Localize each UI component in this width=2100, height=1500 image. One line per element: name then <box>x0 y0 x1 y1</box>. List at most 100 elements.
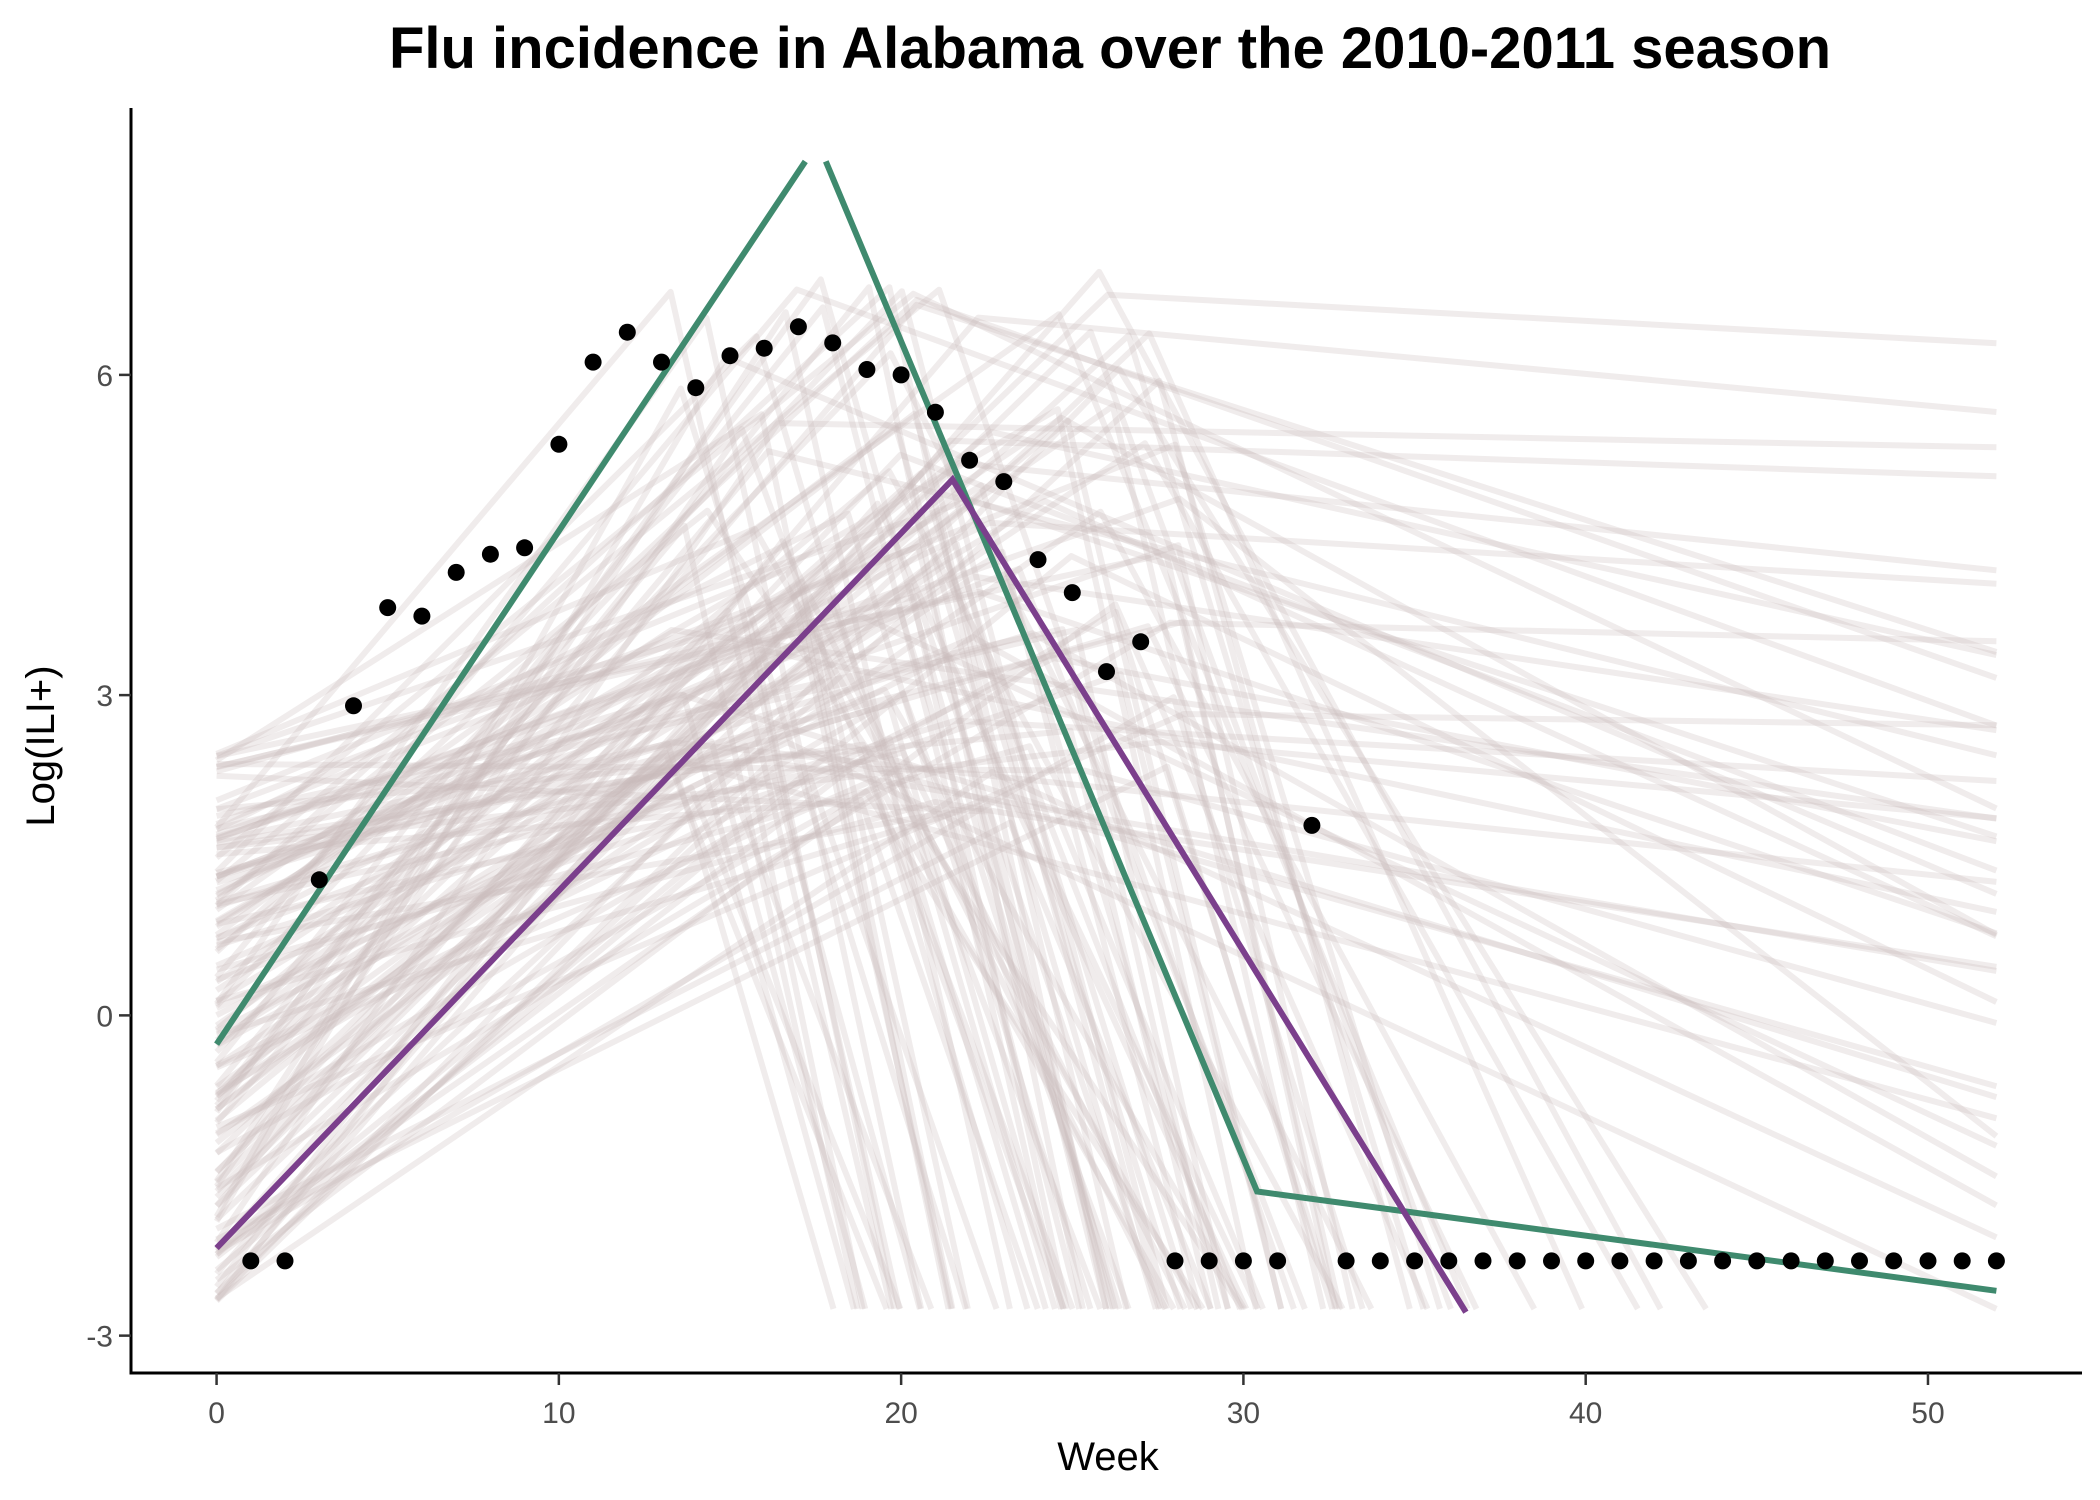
x-tick-label: 20 <box>884 1397 917 1430</box>
observed-point <box>1885 1252 1903 1270</box>
observed-point <box>1919 1252 1937 1270</box>
ensemble-line <box>214 403 1327 1310</box>
observed-point <box>1029 551 1047 569</box>
ensemble-line <box>215 619 1997 1191</box>
ensemble-line <box>215 776 1177 1311</box>
observed-point <box>550 435 568 453</box>
ensemble-line <box>214 411 952 1310</box>
observed-point <box>687 379 705 397</box>
ensemble-line <box>214 451 1998 1175</box>
observed-point <box>892 366 910 384</box>
ensemble-line <box>215 606 1123 1310</box>
chart-title: Flu incidence in Alabama over the 2010-2… <box>389 16 1831 81</box>
ensemble-line <box>214 769 923 1310</box>
observed-point <box>1303 816 1321 834</box>
ensemble-line <box>214 333 1049 1310</box>
ensemble-line <box>214 417 1284 1310</box>
ensemble-line <box>214 422 1159 1310</box>
ensemble-line <box>214 309 1013 1310</box>
ensemble-line <box>214 482 1231 1310</box>
ensemble-line <box>215 802 1119 1310</box>
ensemble-line <box>215 618 1339 1310</box>
ensemble-line <box>215 743 1266 1311</box>
observed-point <box>1098 663 1115 681</box>
ensemble-line <box>215 634 1998 1209</box>
ensemble-line <box>215 671 1285 1310</box>
ensemble-line <box>214 426 1067 1310</box>
observed-point <box>1474 1252 1492 1270</box>
ensemble-line <box>215 620 898 1310</box>
observed-point <box>1132 633 1150 651</box>
ensemble-line <box>216 739 1997 851</box>
ensemble-line <box>215 717 1997 949</box>
ensemble-line <box>214 291 1997 1156</box>
ensemble-line <box>215 548 1202 1310</box>
ensemble-line <box>215 739 1998 1312</box>
observed-point <box>1269 1252 1287 1270</box>
observed-point <box>1611 1252 1629 1270</box>
ensemble-line <box>214 573 1997 1099</box>
ensemble-line <box>215 788 1206 1311</box>
ensemble-line <box>214 538 1169 1311</box>
ensemble-line <box>215 565 1308 1310</box>
y-axis-ticks: -3 0 3 6 <box>86 360 131 1354</box>
y-axis-label: Log(ILI+) <box>19 665 63 826</box>
ensemble-line <box>215 819 1214 1311</box>
ensemble-line <box>215 785 904 1311</box>
ensemble-line <box>215 701 1067 1310</box>
y-tick-label: 6 <box>96 360 113 393</box>
ensemble-line <box>214 627 1997 930</box>
ensemble-line <box>215 630 1998 1180</box>
observed-point <box>1371 1252 1389 1270</box>
ensemble-line <box>214 601 1431 1311</box>
ensemble-line <box>214 522 861 1310</box>
ensemble-line <box>215 511 1130 1310</box>
ensemble-line <box>214 470 1184 1310</box>
observed-point <box>1337 1252 1355 1270</box>
ensemble-line <box>214 440 1641 1311</box>
observed-point <box>1063 584 1081 602</box>
ensemble-line <box>215 742 866 1310</box>
ensemble-line <box>215 565 955 1310</box>
observed-point <box>926 403 944 421</box>
ensemble-line <box>214 758 1997 1304</box>
ensemble-line <box>215 687 1247 1311</box>
ensemble-line <box>215 613 1998 1149</box>
ensemble-line <box>215 623 1480 1311</box>
ensemble-line <box>214 788 1076 1310</box>
ensemble-line <box>215 588 1998 937</box>
observed-point <box>481 545 499 563</box>
observed-point <box>276 1252 294 1270</box>
observed-point <box>789 318 807 336</box>
ensemble-line <box>214 301 1998 1125</box>
ensemble-line <box>215 740 837 1310</box>
ensemble-line <box>215 498 1998 1004</box>
ensemble-line <box>216 727 1214 1310</box>
ensemble-line <box>214 553 1998 1257</box>
observed-point <box>1577 1252 1595 1270</box>
ensemble-line <box>216 772 1114 1310</box>
observed-point <box>1816 1252 1834 1270</box>
observed-points <box>242 318 2005 1270</box>
ensemble-line <box>216 741 1031 1310</box>
ensemble-line <box>214 328 1454 1310</box>
ensemble-line <box>215 543 1109 1310</box>
ensemble-line <box>215 628 971 1310</box>
ensemble-line <box>215 525 1200 1311</box>
ensemble-line <box>215 582 1070 1310</box>
ensemble-line <box>214 377 1413 1310</box>
ensemble-line <box>216 747 1998 1090</box>
x-tick-label: 30 <box>1227 1397 1260 1430</box>
observed-point <box>618 323 636 341</box>
ensemble-line <box>214 314 1997 1208</box>
fit-line <box>214 159 808 1046</box>
observed-point <box>995 473 1013 491</box>
y-tick-label: 0 <box>96 1000 113 1033</box>
observed-point <box>1166 1252 1184 1270</box>
ensemble-line <box>214 749 890 1311</box>
ensemble-line <box>214 507 1245 1311</box>
ensemble-line <box>215 593 1162 1310</box>
ensemble-line <box>213 385 969 1310</box>
